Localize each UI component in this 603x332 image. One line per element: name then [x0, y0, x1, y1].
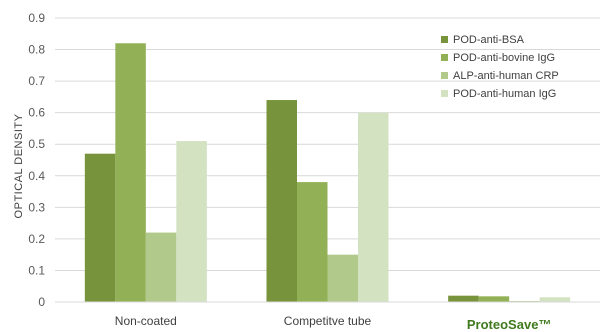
legend-swatch [441, 72, 448, 79]
bar [539, 297, 571, 302]
legend-label: POD-anti-BSA [453, 34, 525, 46]
legend-label: POD-anti-bovine IgG [453, 52, 555, 64]
bar [84, 153, 116, 302]
bar [145, 232, 177, 302]
bars [84, 43, 571, 303]
y-axis-label: OPTICAL DENSITY [13, 113, 25, 218]
bar [297, 182, 328, 302]
bar [327, 254, 358, 302]
y-tick-label: 0.1 [28, 263, 45, 277]
legend-swatch [441, 36, 448, 43]
bar [358, 112, 389, 303]
y-axis-ticks: 0 0.1 0.2 0.3 0.4 0.5 0.6 0.7 0.8 0.9 [28, 11, 45, 309]
y-tick-label: 0.5 [28, 137, 45, 151]
y-tick-label: 0.4 [28, 169, 45, 183]
y-tick-label: 0.3 [28, 200, 45, 214]
y-tick-label: 0.6 [28, 106, 45, 120]
y-tick-label: 0.9 [28, 11, 45, 25]
x-category-label: ProteoSave™ [467, 317, 552, 332]
x-axis-categories: Non-coated Competitve tube ProteoSave™ [115, 314, 552, 332]
bar [266, 100, 297, 303]
legend-swatch [441, 54, 448, 61]
bar [448, 295, 479, 302]
bar [115, 43, 146, 302]
y-tick-label: 0.8 [28, 43, 45, 57]
legend: POD-anti-BSA POD-anti-bovine IgG ALP-anti-… [441, 34, 559, 100]
y-tick-label: 0.7 [28, 74, 45, 88]
legend-label: ALP-anti-human CRP [453, 70, 559, 82]
bar [478, 296, 510, 302]
bar [176, 141, 207, 302]
legend-label: POD-anti-human IgG [453, 88, 556, 100]
x-category-label: Competitve tube [284, 314, 372, 328]
legend-swatch [441, 90, 448, 97]
x-category-label: Non-coated [115, 314, 177, 328]
y-tick-label: 0 [38, 295, 45, 309]
y-tick-label: 0.2 [28, 232, 45, 246]
